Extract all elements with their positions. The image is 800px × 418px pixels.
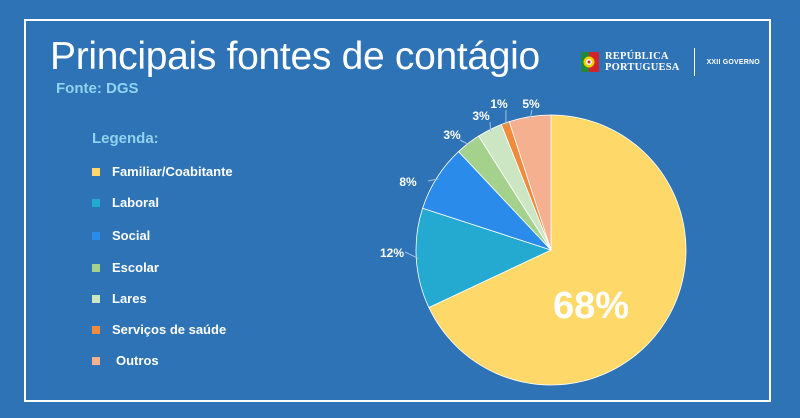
government-logo: REPÚBLICA PORTUGUESA XXII GOVERNO [580,47,760,77]
pie-slice-label-1: 12% [380,246,404,260]
logo-name-line2: PORTUGUESA [605,62,680,73]
legend-swatch [92,294,100,303]
legend-label: Lares [112,291,147,306]
leader-line-6 [529,109,533,119]
logo-name: REPÚBLICA PORTUGUESA [605,51,680,73]
legend-item-lares: Lares [92,291,147,306]
legend-swatch [92,263,100,272]
leader-line-3 [459,139,470,146]
legend-label: Familiar/Coabitante [112,164,233,179]
pie-slice-label-2: 8% [399,175,417,189]
legend-item-social: Social [92,228,150,243]
pie-slice-1 [415,207,553,309]
legend-label: Social [112,228,151,243]
legend-label: Outros [116,353,159,368]
leader-line-4 [489,121,492,132]
legend-item-servicos-saude: Serviços de saúde [92,322,226,337]
leader-line-2 [427,178,439,182]
page-title: Principais fontes de contágio [50,35,540,78]
border-frame [24,19,771,402]
pie-slice-6 [508,114,552,251]
legend-label: Laboral [112,195,159,210]
legend-item-outros: Outros [92,353,159,368]
legend-item-laboral: Laboral [92,195,159,210]
government-label: XXII GOVERNO [706,58,760,66]
pie-slice-0 [428,114,687,386]
legend-swatch [92,325,100,334]
legend-swatch [92,356,100,365]
republica-emblem-icon [581,52,599,72]
source-subtitle: Fonte: DGS [56,80,139,97]
legend-item-familiar: Familiar/Coabitante [92,164,233,179]
logo-name-line1: REPÚBLICA [605,51,669,62]
pie-slice-label-4: 3% [472,109,490,123]
pie-slice-label-3: 3% [443,128,461,142]
leader-line-1 [404,251,419,259]
legend-label: Serviços de saúde [112,322,227,337]
pie-slice-label-5: 1% [490,97,508,111]
legend-item-escolar: Escolar [92,260,159,275]
legend-swatch [92,167,100,176]
legend-title: Legenda: [92,130,159,147]
pie-slice-label-0: 68% [553,285,629,327]
legend-swatch [92,231,100,240]
pie-slice-label-6: 5% [522,97,540,111]
logo-divider [693,48,695,76]
legend-swatch [92,198,100,207]
legend-label: Escolar [112,260,159,275]
